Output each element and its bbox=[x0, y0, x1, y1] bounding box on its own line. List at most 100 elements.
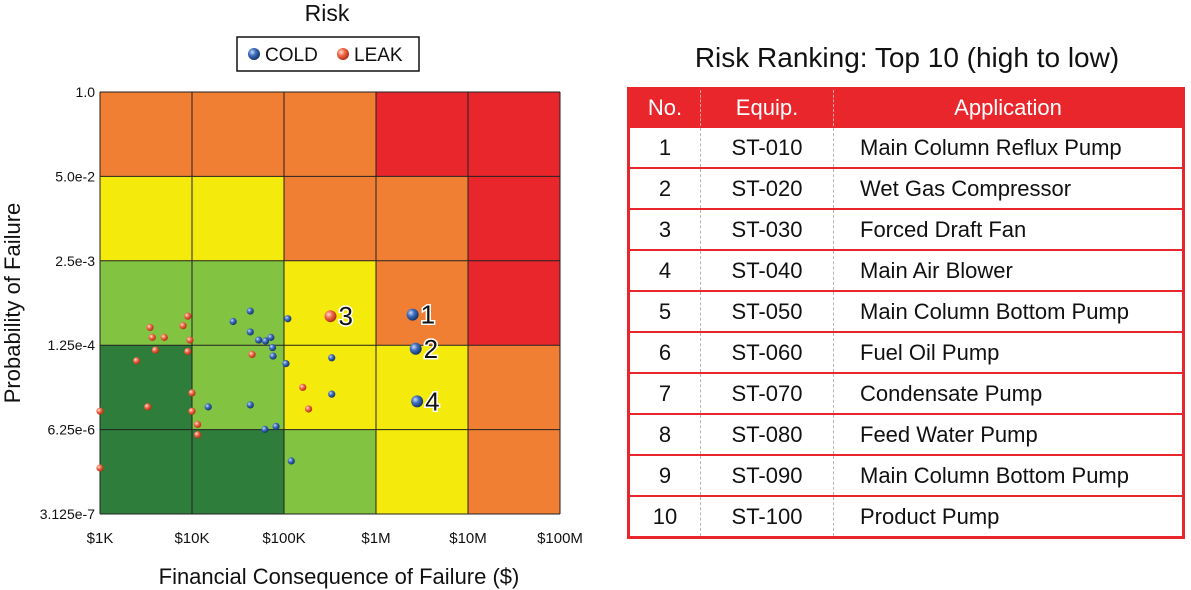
row-application: Feed Water Pump bbox=[833, 413, 1184, 455]
y-tick-labels: 3.125e-7 6.25e-6 1.25e-4 2.5e-3 5.0e-2 1.0 bbox=[40, 84, 95, 522]
ranking-header-row: No. Equip. Application bbox=[628, 88, 1184, 127]
row-equip: ST-080 bbox=[700, 413, 834, 455]
cold-point bbox=[272, 422, 280, 431]
leak-point bbox=[148, 333, 156, 341]
y-tick-label: 3.125e-7 bbox=[40, 506, 95, 522]
leak-point bbox=[151, 346, 159, 354]
leak-point bbox=[179, 322, 187, 330]
ranking-title: Risk Ranking: Top 10 (high to low) bbox=[694, 42, 1120, 73]
rank-number-label: 3 bbox=[338, 301, 352, 331]
legend-box bbox=[236, 36, 420, 72]
risk-cell-medium bbox=[376, 345, 468, 430]
row-equip: ST-040 bbox=[700, 249, 834, 291]
cold-point bbox=[246, 401, 254, 409]
row-application: Main Column Bottom Pump bbox=[833, 290, 1184, 332]
row-equip: ST-010 bbox=[700, 126, 834, 168]
ranked-cold-point bbox=[411, 395, 424, 408]
cold-point bbox=[261, 425, 269, 433]
x-tick-label: $10K bbox=[174, 530, 209, 547]
row-equip: ST-020 bbox=[700, 167, 834, 209]
x-axis-label: Financial Consequence of Failure ($) bbox=[159, 564, 520, 589]
risk-cell-low bbox=[284, 429, 376, 514]
risk-cell-low bbox=[100, 260, 192, 346]
risk-cell-medium bbox=[192, 176, 284, 261]
cold-point bbox=[287, 457, 295, 465]
risk-matrix-chart: Risk COLD LEAK $1K $10K $100K $1M $10M $100M … bbox=[0, 0, 583, 589]
data-points bbox=[96, 307, 336, 472]
row-no: 3 bbox=[628, 208, 701, 250]
risk-cell-low bbox=[192, 345, 284, 430]
row-no: 10 bbox=[628, 495, 701, 538]
leak-point bbox=[96, 407, 104, 415]
row-equip: ST-030 bbox=[700, 208, 834, 250]
leak-point bbox=[96, 464, 104, 472]
x-tick-label: $1K bbox=[87, 530, 114, 547]
row-equip: ST-070 bbox=[700, 372, 834, 414]
leak-point bbox=[146, 323, 154, 332]
y-tick-label: 5.0e-2 bbox=[55, 168, 95, 184]
leak-point bbox=[299, 383, 307, 391]
leak-point bbox=[193, 431, 202, 439]
row-application: Main Column Reflux Pump bbox=[833, 126, 1184, 168]
legend-leak-marker bbox=[337, 48, 349, 60]
x-tick-labels: $1K $10K $100K $1M $10M $100M bbox=[87, 530, 583, 547]
cold-point bbox=[282, 360, 290, 368]
table-row: 7 ST-070 Condensate Pump bbox=[628, 372, 1184, 414]
risk-cells bbox=[100, 92, 560, 514]
cold-point bbox=[246, 328, 254, 336]
leak-point bbox=[160, 333, 168, 341]
rank-number-label: 1 bbox=[421, 300, 435, 330]
legend-cold-label: COLD bbox=[265, 45, 318, 66]
table-row: 9 ST-090 Main Column Bottom Pump bbox=[628, 454, 1184, 496]
row-no: 9 bbox=[628, 454, 701, 496]
y-tick-label: 6.25e-6 bbox=[48, 422, 96, 438]
risk-cell-high bbox=[468, 429, 560, 514]
x-tick-label: $100M bbox=[537, 530, 583, 547]
row-no: 2 bbox=[628, 167, 701, 209]
row-no: 1 bbox=[628, 126, 701, 168]
risk-cell-high bbox=[376, 260, 468, 346]
y-tick-label: 1.25e-4 bbox=[48, 337, 96, 353]
y-axis-label: Probability of Failure bbox=[0, 203, 25, 404]
x-tick-label: $100K bbox=[262, 530, 305, 547]
leak-point bbox=[184, 312, 192, 320]
cold-point bbox=[269, 352, 277, 360]
legend: COLD LEAK bbox=[236, 36, 420, 72]
row-application: Main Air Blower bbox=[833, 249, 1184, 291]
table-row: 2 ST-020 Wet Gas Compressor bbox=[628, 167, 1184, 209]
row-application: Wet Gas Compressor bbox=[833, 167, 1184, 209]
row-application: Main Column Bottom Pump bbox=[833, 454, 1184, 496]
risk-cell-high bbox=[376, 176, 468, 261]
legend-cold-marker bbox=[248, 48, 260, 60]
header-equip: Equip. bbox=[700, 88, 834, 127]
table-row: 6 ST-060 Fuel Oil Pump bbox=[628, 331, 1184, 373]
table-row: 1 ST-010 Main Column Reflux Pump bbox=[628, 126, 1184, 168]
legend-leak-label: LEAK bbox=[354, 45, 403, 66]
ranked-points: 3 1 2 4 bbox=[324, 298, 441, 418]
cold-point bbox=[267, 333, 275, 341]
leak-point bbox=[193, 420, 202, 429]
row-equip: ST-060 bbox=[700, 331, 834, 373]
leak-point bbox=[133, 357, 141, 365]
table-row: 10 ST-100 Product Pump bbox=[628, 495, 1184, 538]
table-row: 8 ST-080 Feed Water Pump bbox=[628, 413, 1184, 455]
row-application: Forced Draft Fan bbox=[833, 208, 1184, 250]
row-equip: ST-050 bbox=[700, 290, 834, 332]
table-row: 5 ST-050 Main Column Bottom Pump bbox=[628, 290, 1184, 332]
rank-number-label: 2 bbox=[424, 334, 438, 364]
cold-point bbox=[229, 317, 237, 326]
row-no: 4 bbox=[628, 249, 701, 291]
risk-cell-very-low bbox=[100, 345, 192, 430]
leak-point bbox=[184, 347, 192, 356]
header-application: Application bbox=[833, 88, 1184, 127]
cold-point bbox=[328, 390, 336, 398]
row-equip: ST-090 bbox=[700, 454, 834, 496]
row-application: Fuel Oil Pump bbox=[833, 331, 1184, 373]
row-no: 6 bbox=[628, 331, 701, 373]
y-tick-label: 2.5e-3 bbox=[55, 253, 95, 269]
cold-point bbox=[284, 315, 292, 323]
chart-title: Risk bbox=[305, 0, 350, 26]
row-no: 8 bbox=[628, 413, 701, 455]
cold-point bbox=[328, 354, 336, 362]
risk-cell-very-high bbox=[468, 260, 560, 346]
